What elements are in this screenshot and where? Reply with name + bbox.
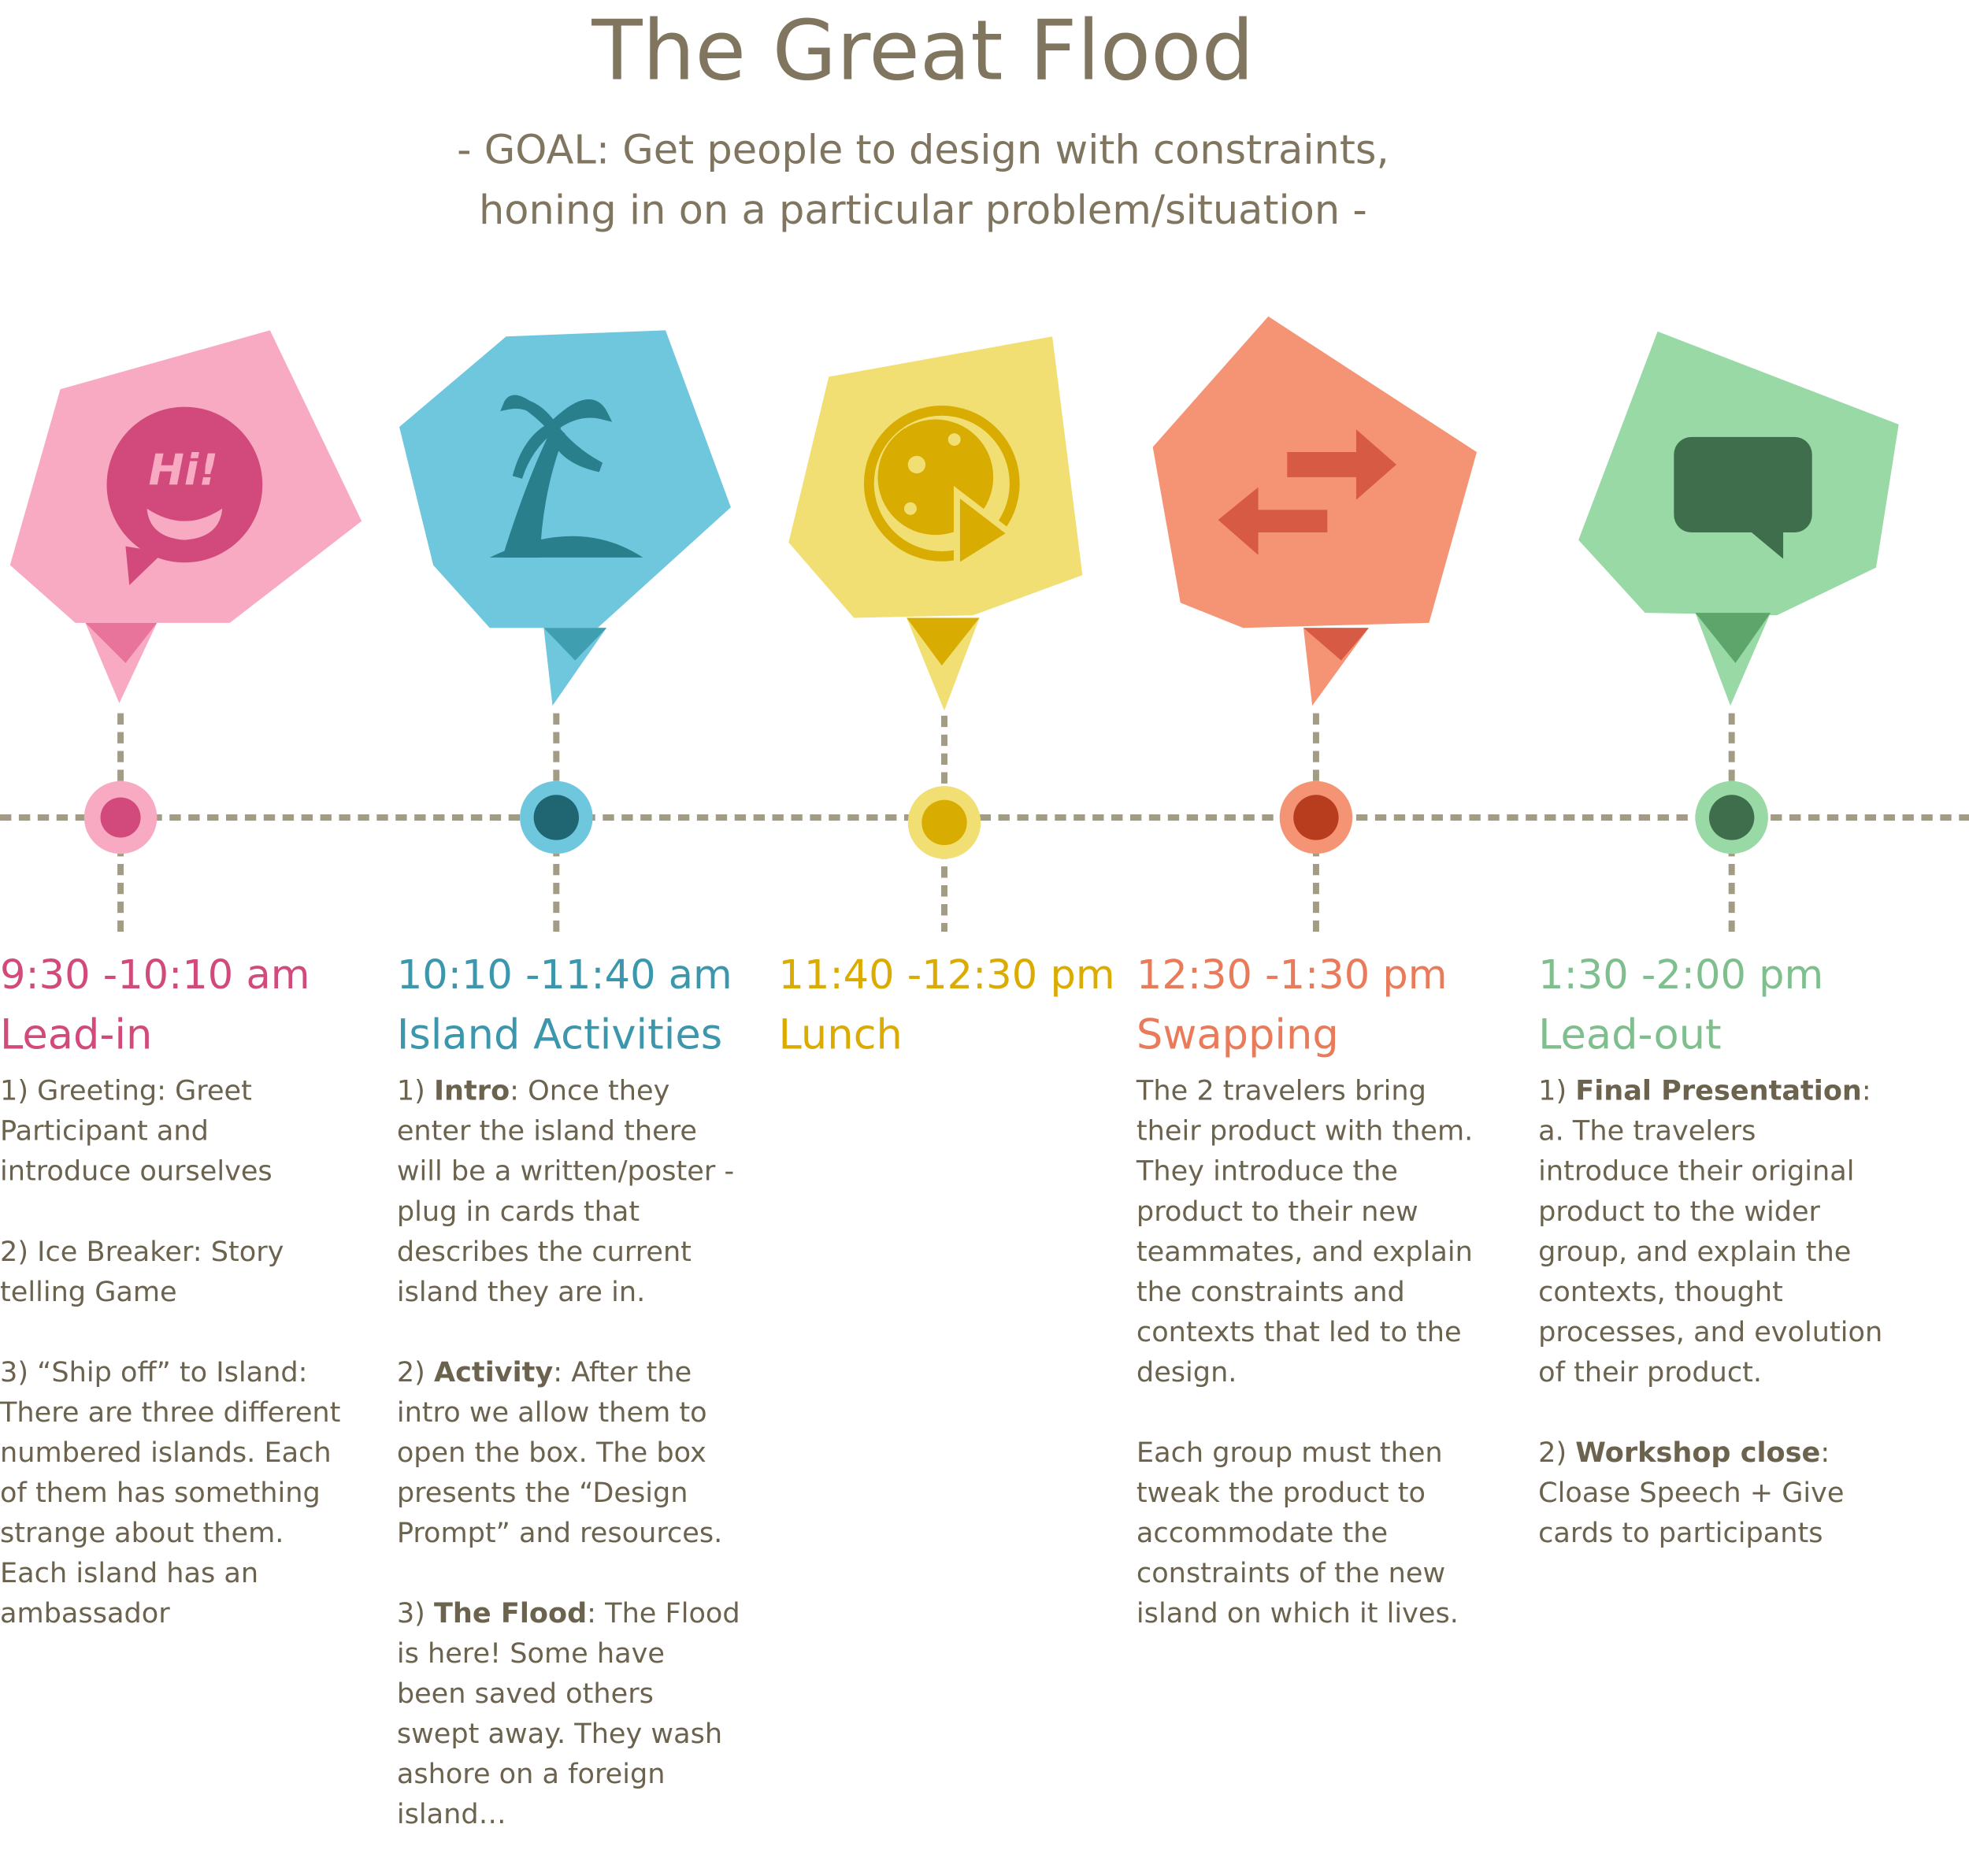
stage-time: 11:40 -12:30 pm bbox=[778, 950, 1115, 999]
timeline-nodes bbox=[83, 713, 1768, 932]
title: The Great Flood bbox=[591, 2, 1255, 99]
stage: 10:10 -11:40 am Island Activities 1) Intro… bbox=[397, 944, 773, 1876]
item-prefix: 3) bbox=[396, 1598, 434, 1630]
item: 3) The Flood: The Flood is here! Some ha… bbox=[397, 1595, 742, 1836]
item-text: : Once they enter the island there will … bbox=[396, 1076, 735, 1309]
item: 2) Workshop close: Cloase Speech + Give … bbox=[1538, 1434, 1883, 1555]
item-label: Intro bbox=[433, 1076, 510, 1108]
stage-name: Swapping bbox=[1136, 1009, 1339, 1059]
item-prefix: 1) bbox=[1538, 1076, 1576, 1108]
stage: 11:40 -12:30 pm Lunch bbox=[779, 944, 1155, 1073]
stage-time: 9:30 -10:10 am bbox=[0, 950, 310, 999]
stage-time: 1:30 -2:00 pm bbox=[1538, 950, 1824, 999]
green-marker bbox=[1578, 331, 1899, 706]
diagram: Hi! bbox=[0, 316, 1969, 932]
stage-time: 12:30 -1:30 pm bbox=[1136, 950, 1448, 999]
item-text: The 2 travelers bring their product with… bbox=[1136, 1076, 1474, 1389]
item-prefix: 2) bbox=[1538, 1437, 1576, 1470]
goal-line: honing in on a particular problem/situat… bbox=[478, 185, 1367, 234]
item: 1) Intro: Once they enter the island the… bbox=[397, 1073, 742, 1314]
stage-name: Island Activities bbox=[396, 1009, 723, 1059]
pink-marker: Hi! bbox=[9, 330, 362, 703]
item-text: 2) Ice Breaker: Story telling Game bbox=[0, 1236, 284, 1309]
item-prefix: 1) bbox=[396, 1076, 434, 1108]
item: 1) Final Presentation: a. The travelers … bbox=[1538, 1073, 1883, 1394]
item-text: : a. The travelers introduce their origi… bbox=[1538, 1076, 1883, 1389]
stage: 12:30 -1:30 pm Swapping The 2 travelers br… bbox=[1137, 944, 1513, 1675]
item-text: 3) “Ship off” to Island: There are three… bbox=[0, 1357, 341, 1630]
item: 2) Activity: After the intro we allow th… bbox=[397, 1354, 742, 1555]
item-text: : The Flood is here! Some have been save… bbox=[396, 1598, 740, 1831]
item-text: 1) Greeting: Greet Participant and intro… bbox=[0, 1076, 273, 1188]
item-label: Workshop close bbox=[1575, 1437, 1821, 1470]
item: The 2 travelers bring their product with… bbox=[1137, 1073, 1481, 1394]
blue-marker bbox=[399, 330, 731, 706]
item: 3) “Ship off” to Island: There are three… bbox=[0, 1354, 345, 1635]
item-label: Final Presentation bbox=[1575, 1076, 1862, 1108]
page: Hi! The Great Flood - GOAL: Get pe bbox=[0, 2, 1969, 1831]
item-prefix: 2) bbox=[396, 1357, 434, 1389]
item: Each group must then tweak the product t… bbox=[1137, 1434, 1481, 1635]
stage-name: Lead-out bbox=[1538, 1009, 1722, 1059]
item-label: Activity bbox=[433, 1357, 554, 1389]
item-label: The Flood bbox=[433, 1598, 588, 1630]
goal-line: - GOAL: Get people to design with constr… bbox=[457, 125, 1389, 174]
stage-name: Lunch bbox=[778, 1009, 903, 1059]
orange-marker bbox=[1152, 316, 1478, 706]
stage: 9:30 -10:10 am Lead-in 1) Greeting: Greet … bbox=[0, 944, 376, 1675]
stage-name: Lead-in bbox=[0, 1009, 153, 1059]
stage: 1:30 -2:00 pm Lead-out 1) Final Presentati… bbox=[1538, 944, 1915, 1595]
icon-text: Hi! bbox=[148, 445, 218, 495]
stage-time: 10:10 -11:40 am bbox=[396, 950, 732, 999]
item: 1) Greeting: Greet Participant and intro… bbox=[0, 1073, 345, 1193]
item-text: : After the intro we allow them to open … bbox=[396, 1357, 723, 1550]
item: 2) Ice Breaker: Story telling Game bbox=[0, 1233, 345, 1314]
yellow-marker bbox=[788, 336, 1083, 711]
item-text: Each group must then tweak the product t… bbox=[1136, 1437, 1459, 1630]
item-text: : Cloase Speech + Give cards to particip… bbox=[1538, 1437, 1845, 1550]
